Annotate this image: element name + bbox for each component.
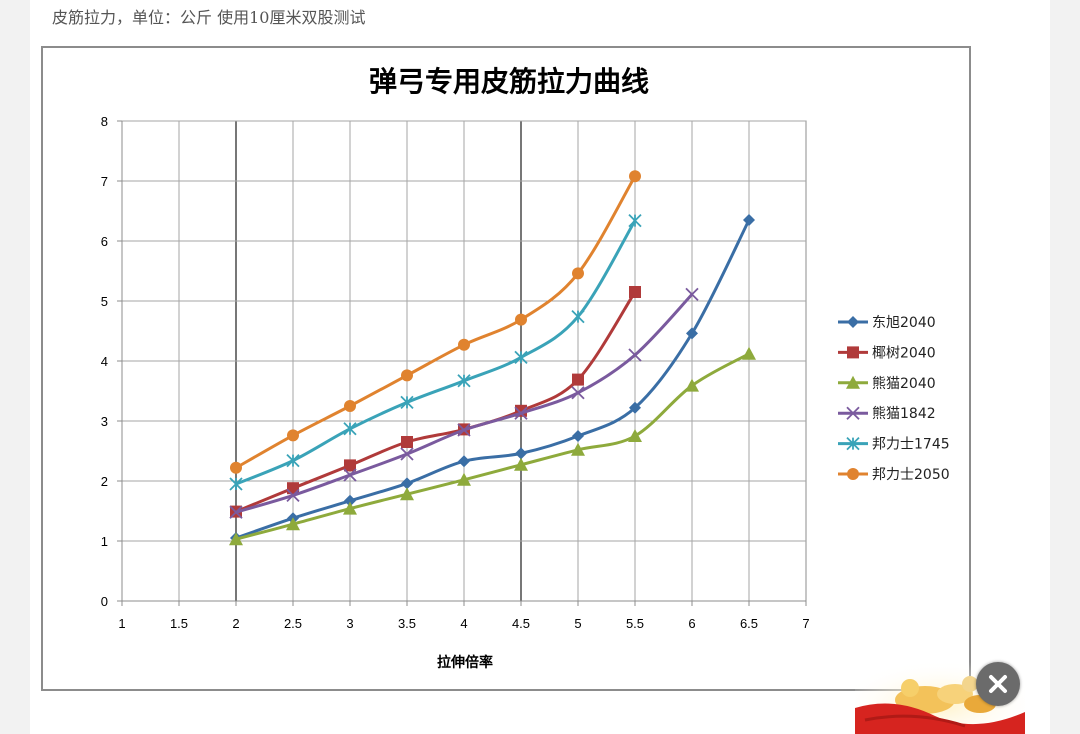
y-tick-label: 8 xyxy=(101,114,108,129)
data-point xyxy=(401,477,413,490)
data-point xyxy=(515,313,527,326)
legend-label: 熊猫1842 xyxy=(872,406,936,422)
data-point xyxy=(400,487,414,501)
legend-marker xyxy=(846,436,860,451)
x-tick-label: 1 xyxy=(118,616,125,631)
page-content: 皮筋拉力，单位：公斤 使用10厘米双股测试 弹弓专用皮筋拉力曲线 1 1.5 2 2.5… xyxy=(30,0,1050,734)
caption-text: 皮筋拉力，单位：公斤 使用10厘米双股测试 xyxy=(52,8,366,27)
data-point xyxy=(287,429,299,442)
data-point xyxy=(571,442,585,456)
data-point xyxy=(457,374,471,388)
data-point xyxy=(571,386,585,400)
legend-marker xyxy=(847,346,859,359)
x-tick-label: 5.5 xyxy=(626,616,644,631)
close-button[interactable] xyxy=(976,662,1020,706)
data-point xyxy=(686,327,698,340)
x-tick-label: 6 xyxy=(688,616,695,631)
x-tick-label: 4 xyxy=(460,616,467,631)
chart-title: 弹弓专用皮筋拉力曲线 xyxy=(369,65,649,98)
x-tick-label: 6.5 xyxy=(740,616,758,631)
chart-frame: 弹弓专用皮筋拉力曲线 1 1.5 2 2.5 3 3.5 4 4.5 5 5.5 6 6.5 7 0 1 2 3 4… xyxy=(41,46,971,691)
data-point xyxy=(514,350,528,365)
legend-label: 邦力士1745 xyxy=(872,437,950,453)
data-point xyxy=(286,517,300,531)
data-point xyxy=(515,447,527,460)
data-point xyxy=(229,505,243,519)
y-tick-label: 0 xyxy=(101,594,108,609)
x-tick-label: 2 xyxy=(232,616,239,631)
data-point xyxy=(629,170,641,183)
series-6 xyxy=(230,170,641,474)
y-tick-label: 3 xyxy=(101,414,108,429)
data-point xyxy=(685,378,699,392)
y-tick-label: 6 xyxy=(101,234,108,249)
y-tick-label: 7 xyxy=(101,174,108,189)
series-5 xyxy=(229,213,642,491)
data-point xyxy=(400,447,414,461)
series-4 xyxy=(229,287,699,519)
legend-marker xyxy=(846,375,860,389)
data-point xyxy=(743,214,755,226)
data-point xyxy=(628,213,642,228)
data-point xyxy=(401,436,413,448)
y-tick-label: 5 xyxy=(101,294,108,309)
data-point xyxy=(344,459,356,472)
y-tick-label: 4 xyxy=(101,354,108,369)
x-axis-label: 拉伸倍率 xyxy=(437,654,493,671)
x-tick-label: 5 xyxy=(574,616,581,631)
data-point xyxy=(286,488,300,503)
data-point xyxy=(629,401,641,414)
series-line xyxy=(235,352,750,541)
legend-label: 椰树2040 xyxy=(872,345,936,361)
data-point xyxy=(401,369,413,382)
gridlines xyxy=(122,120,806,601)
data-point xyxy=(457,423,471,437)
x-tick-label: 4.5 xyxy=(512,616,530,631)
data-point xyxy=(629,286,641,298)
data-point xyxy=(344,400,356,412)
y-tick-label: 2 xyxy=(101,474,108,489)
data-point xyxy=(571,309,585,324)
legend-label: 东旭2040 xyxy=(872,315,936,331)
x-tick-label: 7 xyxy=(802,616,809,631)
legend-label: 熊猫2040 xyxy=(872,376,936,392)
legend-label: 邦力士2050 xyxy=(872,467,950,483)
data-point xyxy=(344,494,356,507)
data-point xyxy=(572,430,584,442)
data-point xyxy=(514,406,528,420)
data-point xyxy=(514,457,528,471)
data-point xyxy=(229,477,243,491)
x-tick-label: 2.5 xyxy=(284,616,302,631)
x-tick-label: 3.5 xyxy=(398,616,416,631)
legend-marker xyxy=(847,468,859,480)
series-3 xyxy=(229,346,756,546)
data-point xyxy=(572,373,584,386)
data-point xyxy=(343,422,357,436)
data-point xyxy=(230,461,242,474)
data-point xyxy=(572,267,584,280)
data-point xyxy=(343,468,357,482)
data-point xyxy=(343,501,357,515)
data-point xyxy=(742,346,756,360)
close-icon xyxy=(989,675,1007,693)
legend-marker xyxy=(847,316,859,328)
data-point xyxy=(400,395,414,410)
data-point xyxy=(685,287,699,302)
data-point xyxy=(286,453,300,468)
data-point xyxy=(628,348,642,362)
y-tick-label: 1 xyxy=(101,534,108,549)
data-point xyxy=(229,532,243,546)
data-point xyxy=(457,472,471,486)
data-point xyxy=(458,338,470,351)
data-point xyxy=(628,429,642,442)
legend-marker xyxy=(846,406,860,420)
legend: 东旭2040 椰树2040 熊猫2040 熊猫1842 邦力士1745 邦力士2050 xyxy=(838,315,950,483)
x-tick-label: 3 xyxy=(346,616,353,631)
data-point xyxy=(458,455,470,468)
x-tick-label: 1.5 xyxy=(170,616,188,631)
